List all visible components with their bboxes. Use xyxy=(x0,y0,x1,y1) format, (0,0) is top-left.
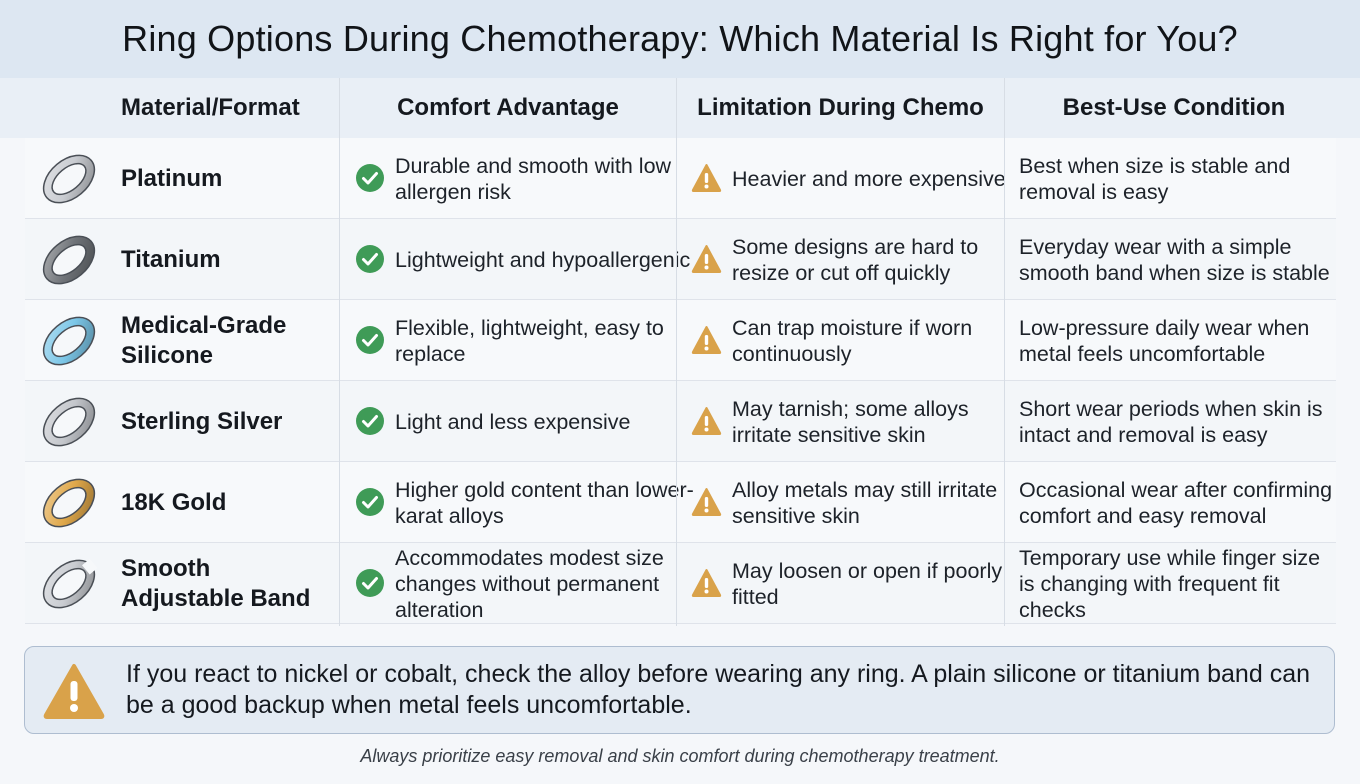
limitation-cell: May loosen or open if poorly fitted xyxy=(732,543,1022,624)
note-text: If you react to nickel or cobalt, check … xyxy=(126,660,1310,719)
comfort-advantage-text: Lightweight and hypoallergenic xyxy=(395,247,691,272)
comfort-advantage-cell: Higher gold content than lower-karat all… xyxy=(395,462,695,543)
header-best-use: Best-Use Condition xyxy=(1062,94,1286,121)
table-body: Platinum Durable and smooth with low alle… xyxy=(25,138,1336,626)
check-icon xyxy=(356,407,384,435)
comfort-advantage-text: Accommodates modest size changes without… xyxy=(395,545,664,622)
limitation-text: Heavier and more expensive xyxy=(732,166,1006,191)
comfort-advantage-cell: Light and less expensive xyxy=(395,381,695,462)
material-name: Smooth Adjustable Band xyxy=(121,554,311,612)
gold-ring-icon xyxy=(42,478,96,528)
silver-ring-icon xyxy=(42,397,96,447)
column-divider xyxy=(339,78,340,626)
column-divider xyxy=(1004,78,1005,626)
comfort-advantage-text: Light and less expensive xyxy=(395,409,631,434)
warning-icon xyxy=(691,326,722,354)
table-row: Titanium Lightweight and hypoallergenic So… xyxy=(25,219,1336,300)
best-use-cell: Best when size is stable and removal is … xyxy=(1019,138,1339,219)
header-comfort: Comfort Advantage xyxy=(397,94,619,121)
best-use-cell: Short wear periods when skin is intact a… xyxy=(1019,381,1339,462)
material-name: Platinum xyxy=(121,164,223,192)
table-header-row: Material/Format Comfort Advantage Limita… xyxy=(0,78,1360,138)
limitation-text: Some designs are hard to resize or cut o… xyxy=(732,234,979,285)
limitation-cell: Alloy metals may still irritate sensitiv… xyxy=(732,462,1022,543)
allergy-warning-note: If you react to nickel or cobalt, check … xyxy=(24,646,1335,734)
comfort-advantage-cell: Flexible, lightweight, easy to replace xyxy=(395,300,695,381)
warning-icon xyxy=(691,245,722,273)
best-use-text: Short wear periods when skin is intact a… xyxy=(1019,396,1323,447)
header-limitation: Limitation During Chemo xyxy=(697,94,984,121)
best-use-text: Temporary use while finger size is chang… xyxy=(1019,545,1321,622)
silicone-ring-icon xyxy=(42,316,96,366)
comfort-advantage-text: Durable and smooth with low allergen ris… xyxy=(395,153,672,204)
comfort-advantage-cell: Accommodates modest size changes without… xyxy=(395,543,695,624)
best-use-cell: Temporary use while finger size is chang… xyxy=(1019,543,1339,624)
best-use-text: Occasional wear after confirming comfort… xyxy=(1019,477,1333,528)
adjustable-band-icon xyxy=(42,558,98,609)
warning-icon xyxy=(691,164,722,192)
best-use-text: Low-pressure daily wear when metal feels… xyxy=(1019,315,1310,366)
limitation-cell: Some designs are hard to resize or cut o… xyxy=(732,219,1022,300)
warning-icon xyxy=(691,407,722,435)
table-row: 18K Gold Higher gold content than lower-k… xyxy=(25,462,1336,543)
table-row: Medical-Grade Silicone Flexible, lightwei… xyxy=(25,300,1336,381)
best-use-text: Everyday wear with a simple smooth band … xyxy=(1019,234,1330,285)
warning-icon xyxy=(691,488,722,516)
page-title: Ring Options During Chemotherapy: Which … xyxy=(122,18,1238,59)
material-name: Medical-Grade Silicone xyxy=(121,311,287,369)
footer-text: Always prioritize easy removal and skin … xyxy=(360,746,1000,766)
title-banner: Ring Options During Chemotherapy: Which … xyxy=(0,0,1360,78)
warning-icon xyxy=(691,569,722,597)
limitation-cell: May tarnish; some alloys irritate sensit… xyxy=(732,381,1022,462)
limitation-cell: Can trap moisture if worn continuously xyxy=(732,300,1022,381)
column-divider xyxy=(676,78,677,626)
best-use-text: Best when size is stable and removal is … xyxy=(1019,153,1291,204)
check-icon xyxy=(356,569,384,597)
limitation-text: Alloy metals may still irritate sensitiv… xyxy=(732,477,998,528)
comfort-advantage-cell: Durable and smooth with low allergen ris… xyxy=(395,138,695,219)
limitation-text: Can trap moisture if worn continuously xyxy=(732,315,973,366)
material-name: Sterling Silver xyxy=(121,407,283,435)
material-name: 18K Gold xyxy=(121,488,227,516)
check-icon xyxy=(356,326,384,354)
table-row: Smooth Adjustable Band Accommodates modes… xyxy=(25,543,1336,624)
platinum-ring-icon xyxy=(42,154,96,204)
comfort-advantage-text: Flexible, lightweight, easy to replace xyxy=(395,315,664,366)
warning-icon xyxy=(43,664,105,719)
check-icon xyxy=(356,488,384,516)
check-icon xyxy=(356,245,384,273)
best-use-cell: Occasional wear after confirming comfort… xyxy=(1019,462,1339,543)
check-icon xyxy=(356,164,384,192)
best-use-cell: Low-pressure daily wear when metal feels… xyxy=(1019,300,1339,381)
material-name: Titanium xyxy=(121,245,221,273)
limitation-cell: Heavier and more expensive xyxy=(732,138,1022,219)
limitation-text: May tarnish; some alloys irritate sensit… xyxy=(732,396,969,447)
table-row: Sterling Silver Light and less expensive M… xyxy=(25,381,1336,462)
best-use-cell: Everyday wear with a simple smooth band … xyxy=(1019,219,1339,300)
limitation-text: May loosen or open if poorly fitted xyxy=(732,558,1003,609)
header-material: Material/Format xyxy=(121,94,300,121)
comfort-advantage-text: Higher gold content than lower-karat all… xyxy=(395,477,694,528)
comfort-advantage-cell: Lightweight and hypoallergenic xyxy=(395,219,695,300)
titanium-ring-icon xyxy=(42,235,96,285)
table-row: Platinum Durable and smooth with low alle… xyxy=(25,138,1336,219)
comparison-table: Material/Format Comfort Advantage Limita… xyxy=(0,78,1360,626)
